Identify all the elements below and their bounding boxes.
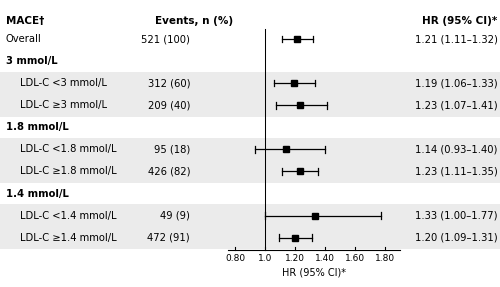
Text: Overall: Overall: [6, 34, 42, 44]
Text: LDL-C <3 mmol/L: LDL-C <3 mmol/L: [20, 78, 107, 88]
Text: LDL-C ≥1.4 mmol/L: LDL-C ≥1.4 mmol/L: [20, 232, 116, 243]
Bar: [0, 204, 500, 249]
Text: LDL-C ≥3 mmol/L: LDL-C ≥3 mmol/L: [20, 100, 107, 110]
Text: 1.40: 1.40: [315, 254, 335, 263]
Text: 1.20: 1.20: [285, 254, 305, 263]
Text: MACE†: MACE†: [6, 15, 44, 26]
Text: Events, n (%): Events, n (%): [155, 15, 233, 26]
Bar: [0, 72, 500, 117]
Text: 1.23 (1.07–1.41): 1.23 (1.07–1.41): [415, 100, 498, 110]
Text: 1.23 (1.11–1.35): 1.23 (1.11–1.35): [415, 166, 498, 177]
Text: LDL-C ≥1.8 mmol/L: LDL-C ≥1.8 mmol/L: [20, 166, 116, 177]
Text: 472 (91): 472 (91): [148, 232, 190, 243]
Text: 1.4 mmol/L: 1.4 mmol/L: [6, 189, 69, 199]
Bar: [0, 138, 500, 183]
Text: 1.14 (0.93–1.40): 1.14 (0.93–1.40): [415, 144, 498, 154]
Text: 1.21 (1.11–1.32): 1.21 (1.11–1.32): [414, 34, 498, 44]
Text: 1.0: 1.0: [258, 254, 272, 263]
Text: 1.33 (1.00–1.77): 1.33 (1.00–1.77): [415, 211, 498, 220]
Text: 1.20 (1.09–1.31): 1.20 (1.09–1.31): [415, 232, 498, 243]
Text: HR (95% CI)*: HR (95% CI)*: [282, 267, 346, 277]
Text: 1.60: 1.60: [345, 254, 365, 263]
Text: 426 (82): 426 (82): [148, 166, 190, 177]
Text: 1.19 (1.06–1.33): 1.19 (1.06–1.33): [415, 78, 498, 88]
Text: 95 (18): 95 (18): [154, 144, 190, 154]
Text: 312 (60): 312 (60): [148, 78, 190, 88]
Text: 0.80: 0.80: [225, 254, 245, 263]
Text: 209 (40): 209 (40): [148, 100, 190, 110]
Text: 49 (9): 49 (9): [160, 211, 190, 220]
Text: LDL-C <1.4 mmol/L: LDL-C <1.4 mmol/L: [20, 211, 116, 220]
Text: 521 (100): 521 (100): [141, 34, 190, 44]
Text: LDL-C <1.8 mmol/L: LDL-C <1.8 mmol/L: [20, 144, 116, 154]
Text: HR (95% CI)*: HR (95% CI)*: [422, 15, 498, 26]
Text: 1.8 mmol/L: 1.8 mmol/L: [6, 123, 69, 132]
Text: 1.80: 1.80: [375, 254, 395, 263]
Text: 3 mmol/L: 3 mmol/L: [6, 56, 58, 66]
